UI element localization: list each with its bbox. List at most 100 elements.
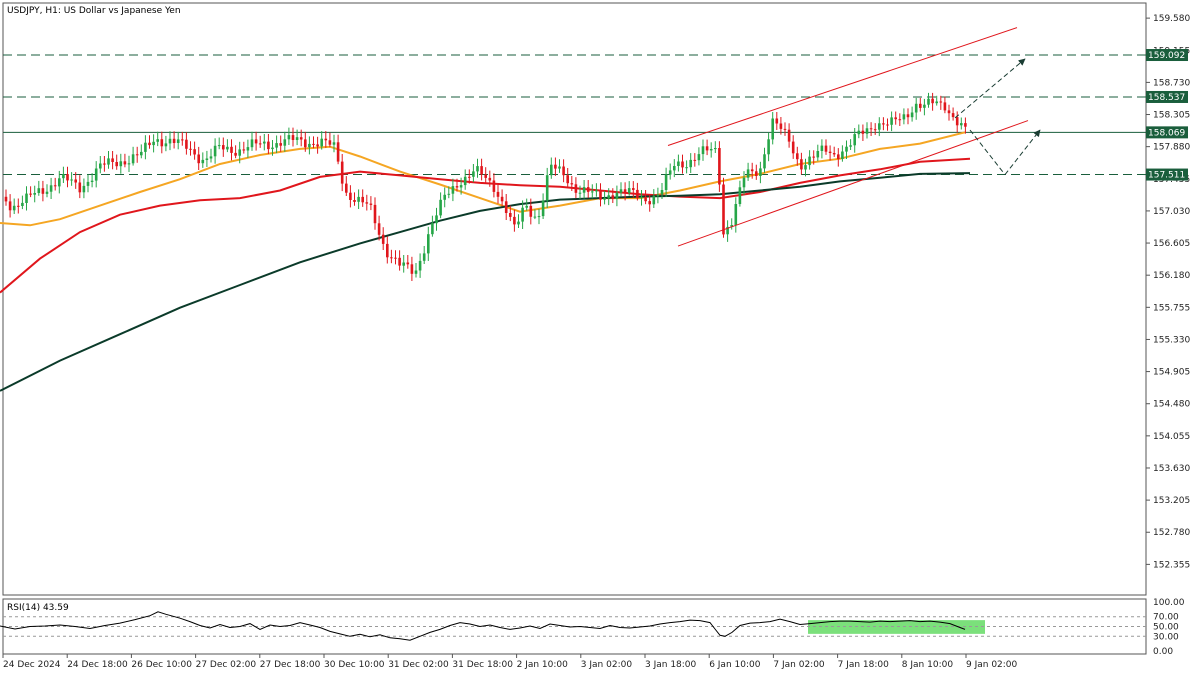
ma-line-sma200 [0,172,971,392]
chart-title: USDJPY, H1: US Dollar vs Japanese Yen [7,6,181,16]
candle-body [41,188,45,194]
ma-line-sma50 [0,131,966,227]
rsi-tick-label: 0.00 [1153,647,1173,657]
candle-body [509,213,512,217]
candle-body [410,264,414,274]
candle-body [295,137,299,140]
candle-body [750,169,754,172]
candle-body [689,159,692,168]
price-tick-label: 156.605 [1153,239,1190,249]
candle-body [365,202,369,204]
candle-body [480,166,483,175]
candle-body [492,180,496,192]
candle-body [144,142,147,152]
candle-body [353,200,356,202]
candle-body [656,194,660,197]
price-tick-label: 156.180 [1153,271,1190,281]
candle-body [709,149,713,151]
time-tick-label: 27 Dec 02:00 [196,660,257,670]
candle-body [86,181,90,186]
candle-body [152,141,155,146]
candle-body [304,139,307,148]
candle-body [722,184,725,235]
candle-body [755,171,758,176]
candle-body [726,226,729,235]
candle-body [894,117,897,120]
price-tick-label: 153.205 [1153,496,1190,506]
level-tag [1146,168,1188,181]
trend-channel[interactable] [667,27,1029,247]
candle-body [328,140,332,145]
candle-body [369,203,373,205]
candle-body [472,171,475,177]
candle-body [574,184,578,193]
candle-body [439,199,442,216]
candle-body [185,139,188,149]
candle-body [402,262,405,266]
candle-body [783,128,787,130]
candle-body [771,118,774,140]
candle-body [611,195,615,199]
rsi-tick-label: 50.00 [1153,623,1179,633]
candle-body [443,194,446,200]
candle-body [468,176,471,178]
candle-body [890,117,893,125]
candle-body [135,154,139,156]
level-price-tags: 159.092 158.537 158.069 157.511 [1146,49,1188,181]
candle-body [935,101,938,104]
candle-body [521,207,524,222]
candle-body [804,165,807,170]
candlesticks [4,92,967,281]
candle-body [951,113,955,118]
candle-body [90,180,94,182]
rsi-highlight-zone [808,620,985,634]
candle-body [127,163,131,165]
candle-body [738,187,742,204]
time-tick-label: 3 Jan 18:00 [645,660,697,670]
candle-body [500,196,504,202]
candle-body [746,169,750,178]
candle-body [488,177,492,181]
candle-body [390,257,393,259]
candle-body [845,146,848,152]
candle-body [258,143,262,145]
price-tick-label: 152.355 [1153,560,1190,570]
time-tick-label: 27 Dec 18:00 [260,660,321,670]
candle-body [414,270,418,274]
candle-body [74,179,77,183]
candle-body [923,104,926,108]
candle-body [960,123,963,126]
candle-body [291,135,295,140]
candle-body [299,137,303,140]
candle-body [160,139,164,147]
candle-body [209,156,213,159]
candle-body [837,154,840,159]
candle-body [652,196,656,205]
candle-body [779,123,783,129]
candle-body [349,192,352,200]
candle-body [550,164,553,176]
candle-body [816,151,820,158]
candle-body [181,139,184,141]
candle-body [808,156,811,166]
candle-body [648,201,651,205]
time-tick-label: 7 Jan 18:00 [838,660,890,670]
projection-arrows[interactable] [954,58,1041,175]
price-tick-label: 158.305 [1153,111,1190,121]
candle-body [82,185,86,193]
candle-body [910,112,914,118]
candle-body [800,159,803,170]
candle-body [455,186,459,188]
candle-body [275,143,278,148]
candle-body [525,205,528,208]
candle-body [279,143,282,146]
candle-body [447,193,451,195]
candle-body [849,145,852,147]
price-tick-label: 157.880 [1153,143,1190,153]
candle-body [828,151,832,153]
time-tick-label: 31 Dec 18:00 [452,660,513,670]
candle-body [312,143,315,145]
candle-body [377,223,381,235]
candle-body [271,147,274,150]
candle-body [787,129,791,142]
